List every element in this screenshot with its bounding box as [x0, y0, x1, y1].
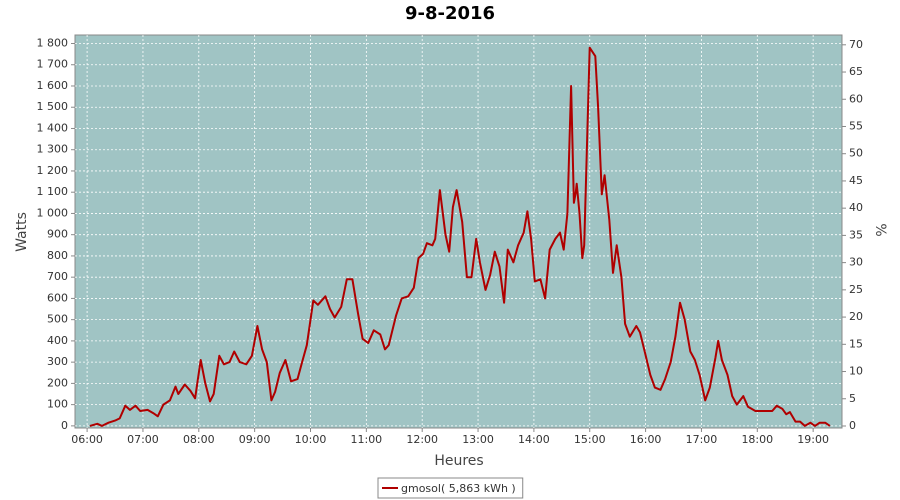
data-line — [89, 46, 831, 427]
legend-label: gmosol( 5,863 kWh ) — [401, 482, 516, 495]
x-tick-label: 13:00 — [462, 433, 494, 446]
x-tick-label: 14:00 — [518, 433, 550, 446]
x-tick-label: 15:00 — [574, 433, 606, 446]
y2-tick-label: 20 — [849, 310, 863, 323]
y2-tick-label: 15 — [849, 337, 863, 350]
y-tick-label: 500 — [47, 313, 68, 326]
legend-box — [377, 477, 524, 499]
y-tick-label: 1 800 — [37, 36, 69, 49]
y-tick-label: 1 500 — [37, 100, 69, 113]
y-tick-label: 400 — [47, 334, 68, 347]
x-axis-title: Heures — [434, 453, 483, 469]
y2-tick-label: 0 — [849, 419, 856, 432]
y2-tick-label: 5 — [849, 392, 856, 405]
plot-area — [74, 34, 843, 429]
y-tick-label: 100 — [47, 398, 68, 411]
x-tick-label: 16:00 — [630, 433, 662, 446]
y-tick-label: 900 — [47, 228, 68, 241]
y2-tick-label: 60 — [849, 92, 863, 105]
y-tick-label: 1 200 — [37, 164, 69, 177]
y2-tick-label: 10 — [849, 365, 863, 378]
y2-tick-label: 45 — [849, 174, 863, 187]
y-tick-label: 1 100 — [37, 185, 69, 198]
y-tick-label: 0 — [61, 419, 68, 432]
y-tick-label: 700 — [47, 270, 68, 283]
y2-tick-label: 70 — [849, 38, 863, 51]
y2-axis-title: % — [872, 223, 888, 236]
y-tick-label: 1 600 — [37, 79, 69, 92]
x-tick-label: 11:00 — [350, 433, 382, 446]
y-tick-label: 1 400 — [37, 121, 69, 134]
y-tick-label: 600 — [47, 291, 68, 304]
y2-tick-label: 35 — [849, 228, 863, 241]
x-tick-label: 09:00 — [239, 433, 271, 446]
y-tick-label: 1 300 — [37, 143, 69, 156]
x-tick-label: 06:00 — [71, 433, 103, 446]
y2-tick-label: 25 — [849, 283, 863, 296]
y-tick-label: 1 700 — [37, 58, 69, 71]
y-tick-label: 800 — [47, 249, 68, 262]
y2-tick-label: 55 — [849, 119, 863, 132]
y-tick-label: 300 — [47, 355, 68, 368]
y2-tick-label: 50 — [849, 147, 863, 160]
x-tick-label: 08:00 — [183, 433, 215, 446]
x-tick-label: 18:00 — [741, 433, 773, 446]
x-tick-label: 07:00 — [127, 433, 159, 446]
y-axis-title: Watts — [14, 212, 30, 252]
y-tick-label: 200 — [47, 376, 68, 389]
x-tick-label: 19:00 — [797, 433, 829, 446]
y2-tick-label: 30 — [849, 256, 863, 269]
y-tick-label: 1 000 — [37, 206, 69, 219]
y2-tick-label: 65 — [849, 65, 863, 78]
x-tick-label: 17:00 — [686, 433, 718, 446]
legend: gmosol( 5,863 kWh ) — [377, 477, 524, 499]
x-tick-label: 10:00 — [295, 433, 327, 446]
chart-title: 9-8-2016 — [405, 3, 495, 24]
y2-tick-label: 40 — [849, 201, 863, 214]
x-tick-label: 12:00 — [406, 433, 438, 446]
